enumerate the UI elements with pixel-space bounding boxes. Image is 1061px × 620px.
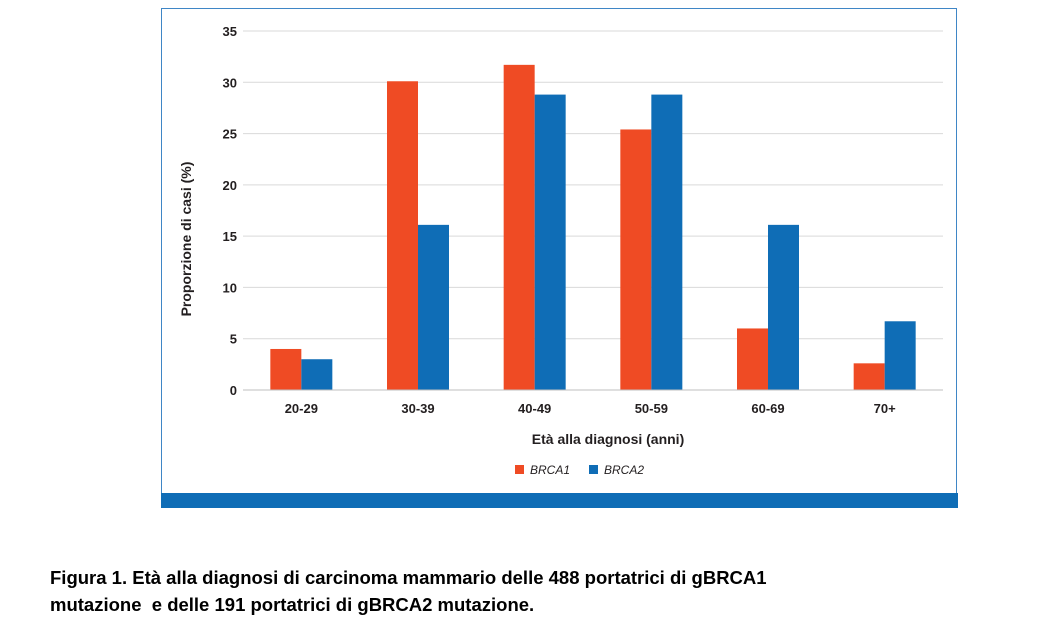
legend: BRCA1 BRCA2: [515, 463, 644, 477]
y-tick-label: 5: [230, 332, 237, 347]
bar-brca1-60-69: [737, 328, 768, 390]
bar-brca2-60-69: [768, 224, 799, 390]
legend-swatch-brca1: [515, 465, 524, 474]
x-axis-label: Età alla diagnosi (anni): [532, 431, 684, 447]
bar-brca1-30-39: [387, 81, 418, 390]
y-axis-label: Proporzione di casi (%): [178, 162, 194, 317]
bars: [270, 64, 916, 390]
legend-swatch-brca2: [589, 465, 598, 474]
y-tick-label: 30: [223, 75, 237, 90]
bar-brca2-50-59: [651, 94, 683, 390]
legend-label-brca1: BRCA1: [530, 463, 570, 477]
y-tick-label: 25: [223, 127, 237, 142]
grid-lines: [243, 30, 943, 340]
x-tick-label: 30-39: [401, 401, 434, 416]
bar-brca2-70+: [884, 321, 916, 390]
bar-brca2-40-49: [534, 94, 566, 390]
figure-bottom-bar: [161, 493, 958, 508]
x-tick-label: 70+: [874, 401, 896, 416]
x-tick-label: 50-59: [635, 401, 668, 416]
legend-label-brca2: BRCA2: [604, 463, 644, 477]
bar-brca1-20-29: [270, 348, 302, 390]
y-axis-ticks: 0 5 10 15 20 25 30 35: [223, 24, 237, 398]
x-tick-label: 40-49: [518, 401, 551, 416]
caption-line-2: mutazione e delle 191 portatrici di gBRC…: [50, 594, 535, 615]
bar-brca1-40-49: [503, 64, 535, 390]
x-tick-label: 60-69: [751, 401, 784, 416]
y-tick-label: 20: [223, 178, 237, 193]
y-tick-label: 35: [223, 24, 237, 39]
y-tick-label: 0: [230, 383, 237, 398]
x-tick-label: 20-29: [285, 401, 318, 416]
caption-line-1: Figura 1. Età alla diagnosi di carcinoma…: [50, 567, 767, 588]
figure-caption: Figura 1. Età alla diagnosi di carcinoma…: [50, 564, 1010, 618]
y-tick-label: 10: [223, 280, 237, 295]
y-tick-label: 15: [223, 229, 237, 244]
bar-brca1-50-59: [620, 129, 652, 390]
bar-brca2-20-29: [301, 359, 333, 390]
x-axis-ticks: 20-29 30-39 40-49 50-59 60-69 70+: [285, 401, 896, 416]
bar-brca1-70+: [853, 363, 885, 390]
bar-brca2-30-39: [418, 224, 449, 390]
